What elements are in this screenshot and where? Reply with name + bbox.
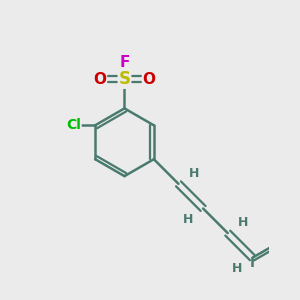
Text: O: O <box>142 72 156 87</box>
Text: H: H <box>238 216 248 229</box>
Text: H: H <box>232 262 242 275</box>
Text: S: S <box>118 70 130 88</box>
Text: Cl: Cl <box>66 118 81 132</box>
Text: O: O <box>93 72 106 87</box>
Text: H: H <box>182 213 193 226</box>
Text: F: F <box>119 55 130 70</box>
Text: H: H <box>189 167 199 180</box>
